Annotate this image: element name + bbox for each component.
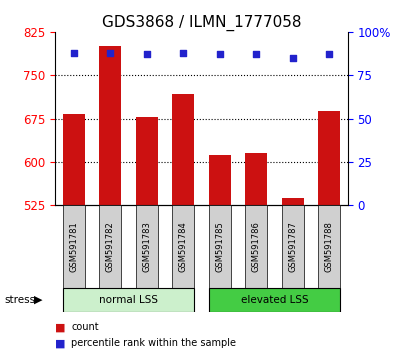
Text: normal LSS: normal LSS <box>99 295 158 305</box>
Text: count: count <box>71 322 99 332</box>
Bar <box>172 94 194 205</box>
Text: GSM591781: GSM591781 <box>69 221 78 272</box>
Bar <box>63 205 85 288</box>
Text: GSM591788: GSM591788 <box>325 221 334 272</box>
Bar <box>63 114 85 205</box>
Bar <box>318 205 340 288</box>
Title: GDS3868 / ILMN_1777058: GDS3868 / ILMN_1777058 <box>102 14 301 30</box>
Point <box>253 52 260 57</box>
Text: GSM591785: GSM591785 <box>215 221 224 272</box>
Point <box>107 50 113 56</box>
Bar <box>245 205 267 288</box>
Text: stress: stress <box>4 295 35 305</box>
Bar <box>136 205 158 288</box>
Text: elevated LSS: elevated LSS <box>241 295 308 305</box>
Bar <box>99 46 121 205</box>
Point <box>216 52 223 57</box>
Bar <box>245 153 267 205</box>
Bar <box>136 117 158 205</box>
Text: ▶: ▶ <box>34 295 42 305</box>
Bar <box>282 205 304 288</box>
Text: GSM591783: GSM591783 <box>142 221 151 272</box>
Text: GSM591787: GSM591787 <box>288 221 297 272</box>
Bar <box>209 288 340 312</box>
Point <box>70 50 77 56</box>
Point <box>326 52 333 57</box>
Bar <box>209 205 231 288</box>
Bar <box>209 155 231 205</box>
Point <box>180 50 186 56</box>
Bar <box>172 205 194 288</box>
Point <box>143 52 150 57</box>
Bar <box>318 111 340 205</box>
Text: GSM591786: GSM591786 <box>252 221 261 272</box>
Bar <box>99 205 121 288</box>
Text: GSM591782: GSM591782 <box>105 221 115 272</box>
Text: ■: ■ <box>55 338 66 348</box>
Point <box>290 55 296 61</box>
Text: ■: ■ <box>55 322 66 332</box>
Text: percentile rank within the sample: percentile rank within the sample <box>71 338 236 348</box>
Text: GSM591784: GSM591784 <box>179 221 188 272</box>
Bar <box>282 198 304 205</box>
Bar <box>63 288 194 312</box>
